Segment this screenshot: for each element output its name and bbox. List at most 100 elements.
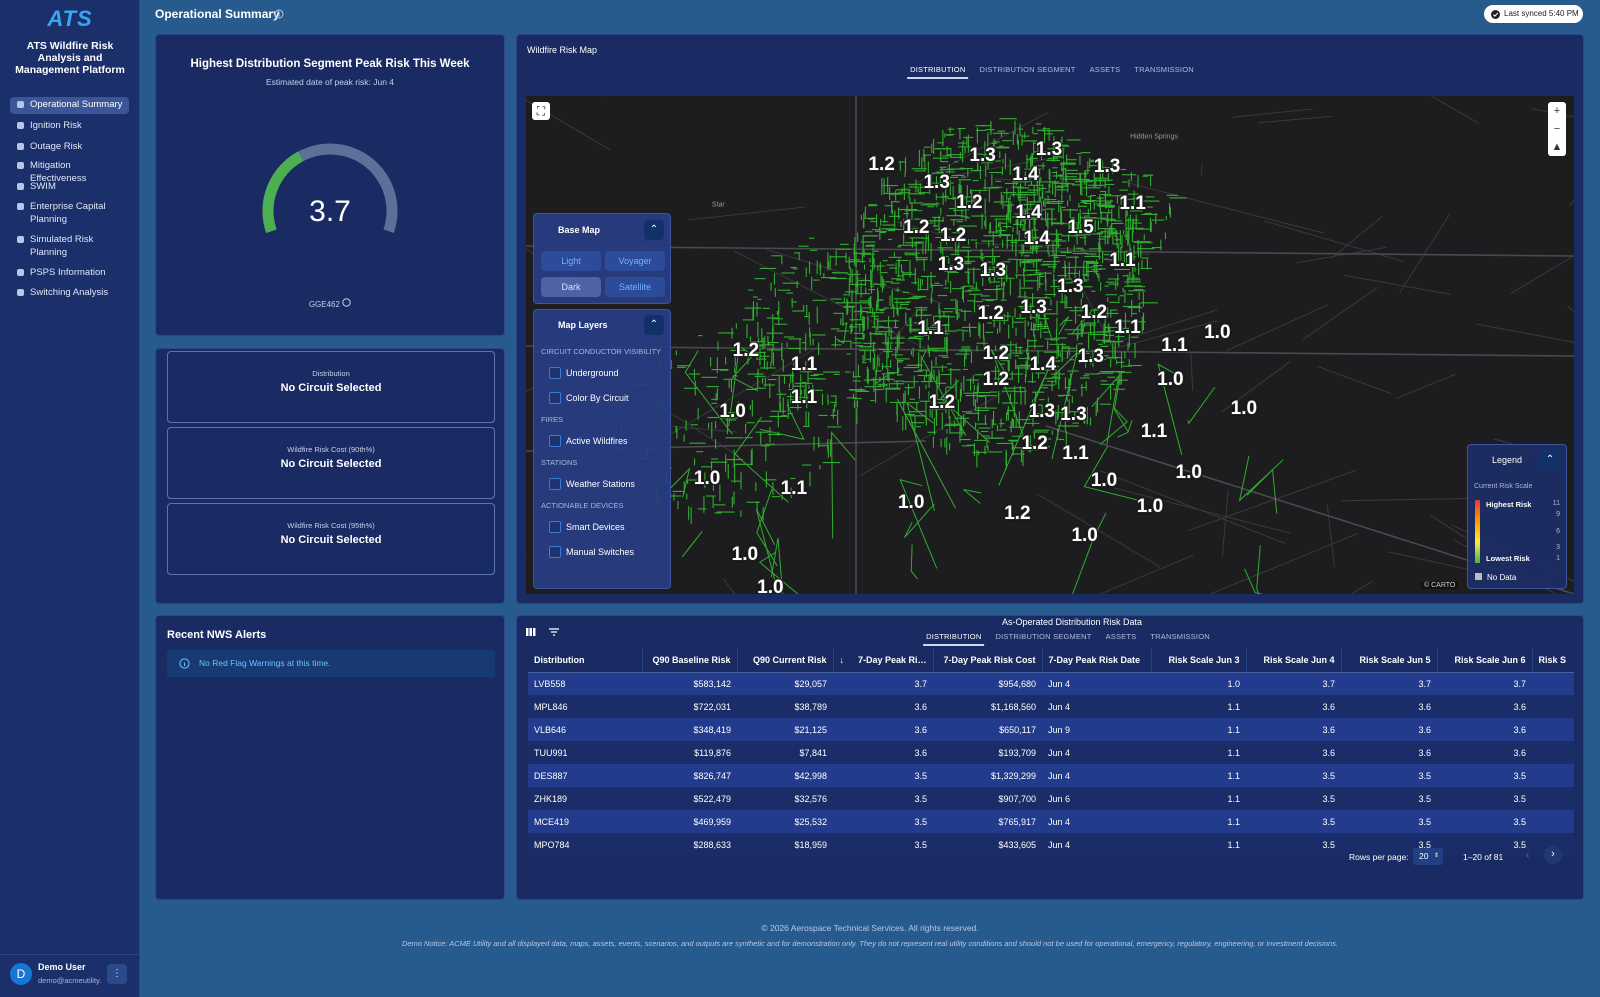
nav-icon — [17, 203, 24, 210]
header-row: Distribution Q90 Baseline Risk Q90 Current… — [528, 648, 1574, 673]
nav-item[interactable]: Ignition Risk — [10, 118, 129, 135]
tab[interactable]: TRANSMISSION — [1150, 632, 1210, 641]
layer-toggle[interactable]: Smart Devices — [549, 521, 625, 533]
road — [943, 156, 1060, 178]
header-text: Risk S — [1538, 654, 1567, 665]
conductor — [1072, 512, 1107, 594]
column-header[interactable]: Q90 Baseline Risk — [642, 648, 738, 673]
table-cell: 3.5 — [1246, 764, 1341, 787]
base-map-option[interactable]: Light — [541, 251, 601, 271]
tab[interactable]: TRANSMISSION — [1134, 65, 1194, 74]
table-cell: 1.1 — [1151, 833, 1246, 856]
table-row[interactable]: TUU991 $119,876 $7,841 3.6 $193,709 Jun 4 1.1 3… — [528, 741, 1574, 764]
column-header[interactable]: Risk Scale Jun 3 — [1151, 648, 1247, 673]
peak-risk-card: Highest Distribution Segment Peak Risk T… — [155, 34, 505, 336]
nav-item[interactable]: Simulated Risk Planning — [10, 232, 129, 261]
layer-name: Manual Switches — [566, 547, 635, 557]
nav-icon — [17, 269, 24, 276]
risk-table: Distribution Q90 Baseline Risk Q90 Current… — [528, 648, 1574, 856]
column-header[interactable]: ↓ 7-Day Peak Ri… — [833, 648, 934, 673]
place-name: Star — [711, 201, 725, 209]
table-cell: 3.7 — [1341, 672, 1437, 695]
map[interactable]: Star Hidden Springs 1.2 1.3 1.3 1.3 1.3 1.4 1.2 1… — [526, 96, 1574, 594]
table-cell: 3.7 — [1437, 672, 1532, 695]
road — [896, 221, 952, 238]
column-header[interactable]: Risk Scale Jun 4 — [1246, 648, 1342, 673]
column-header[interactable]: 7-Day Peak Risk Date — [1042, 648, 1152, 673]
base-map-option[interactable]: Voyager — [605, 251, 665, 271]
risk-label: 1.3 — [1077, 346, 1104, 368]
header-text: Q90 Current Risk — [752, 654, 827, 665]
info-icon[interactable] — [274, 9, 284, 19]
table-row[interactable]: MCE419 $469,959 $25,532 3.5 $765,917 Jun 4 1.1… — [528, 810, 1574, 833]
table-toolbar[interactable] — [525, 625, 585, 641]
nav-item[interactable]: Enterprise Capital Planning — [10, 199, 129, 228]
table-row[interactable]: ZHK189 $522,479 $32,576 3.5 $907,700 Jun 6 1.1… — [528, 787, 1574, 810]
tab[interactable]: ASSETS — [1105, 632, 1137, 641]
layer-name: Color By Circuit — [566, 393, 629, 403]
nav-item[interactable]: Outage Risk — [10, 139, 129, 156]
zoom-button[interactable]: − — [1553, 123, 1561, 135]
tab[interactable]: DISTRIBUTION SEGMENT — [995, 632, 1092, 641]
road — [1099, 554, 1194, 594]
table-cell: $7,841 — [737, 741, 833, 764]
nav-item[interactable]: SWIM — [10, 179, 129, 196]
layer-toggle[interactable]: Manual Switches — [549, 546, 634, 558]
table-title: As-Operated Distribution Risk Data — [1001, 617, 1143, 627]
table-cell: 3.6 — [1246, 741, 1341, 764]
fullscreen-button[interactable]: ⛶ — [532, 102, 550, 120]
nav-item[interactable]: Switching Analysis — [10, 285, 129, 302]
conductor — [998, 369, 1049, 486]
table-cell: 3.6 — [1341, 718, 1437, 741]
column-header[interactable]: Risk S — [1532, 648, 1574, 673]
header-text: Risk Scale Jun 4 — [1263, 654, 1335, 665]
panel-title: Base Map — [558, 225, 601, 235]
column-header[interactable]: 7-Day Peak Risk Cost — [933, 648, 1043, 673]
layer-toggle[interactable]: Color By Circuit — [549, 392, 629, 404]
map-network — [526, 96, 1574, 594]
zoom-button[interactable]: ▲ — [1551, 141, 1563, 153]
road — [1073, 248, 1142, 272]
road — [1200, 163, 1203, 175]
base-map-option[interactable]: Satellite — [605, 277, 665, 297]
nav-item[interactable]: Mitigation Effectiveness — [10, 158, 129, 187]
column-header[interactable]: Risk Scale Jun 6 — [1437, 648, 1533, 673]
column-header[interactable]: Risk Scale Jun 5 — [1341, 648, 1438, 673]
tab[interactable]: DISTRIBUTION — [907, 63, 969, 79]
table-cell: Jun 9 — [1042, 718, 1151, 741]
prev-page[interactable]: ‹ — [1526, 850, 1530, 861]
column-header[interactable]: Distribution — [528, 648, 643, 673]
conductor — [758, 551, 799, 594]
layer-toggle[interactable]: Weather Stations — [549, 478, 635, 490]
base-map-option[interactable]: Dark — [541, 277, 601, 297]
tab[interactable]: DISTRIBUTION — [923, 630, 985, 646]
nav-item[interactable]: PSPS Information — [10, 265, 129, 282]
risk-label: 1.2 — [1021, 432, 1048, 454]
nav-item[interactable]: Operational Summary — [10, 97, 129, 114]
tab[interactable]: ASSETS — [1089, 65, 1121, 74]
table-row[interactable]: MPO784 $288,633 $18,959 3.5 $433,605 Jun 4 1.1… — [528, 833, 1574, 856]
tab[interactable]: DISTRIBUTION SEGMENT — [979, 65, 1076, 74]
road — [526, 99, 611, 151]
next-page[interactable]: › — [1544, 846, 1562, 864]
rows-select[interactable]: 20 ⇕ — [1413, 848, 1443, 865]
collapse-button[interactable]: ⌃ — [1540, 450, 1560, 470]
collapse-button[interactable]: ⌃ — [644, 315, 664, 335]
table-cell: $21,125 — [737, 718, 833, 741]
risk-label: 1.0 — [1204, 321, 1231, 343]
table-row[interactable]: LVB558 $583,142 $29,057 3.7 $954,680 Jun 4 1.0… — [528, 672, 1574, 695]
collapse-button[interactable]: ⌃ — [644, 220, 664, 240]
layer-toggle[interactable]: Underground — [549, 367, 619, 379]
conductor — [1083, 446, 1142, 502]
info-icon[interactable] — [342, 298, 351, 307]
layer-toggle[interactable]: Active Wildfires — [549, 435, 628, 447]
user-menu[interactable]: ⋮ — [107, 964, 127, 984]
column-header[interactable]: Q90 Current Risk — [737, 648, 834, 673]
legend-tick: 11 — [1552, 500, 1560, 507]
table-row[interactable]: VLB646 $348,419 $21,125 3.6 $650,117 Jun 9 1.1… — [528, 718, 1574, 741]
table-cell: 3.5 — [833, 833, 933, 856]
zoom-button[interactable]: + — [1553, 105, 1561, 117]
